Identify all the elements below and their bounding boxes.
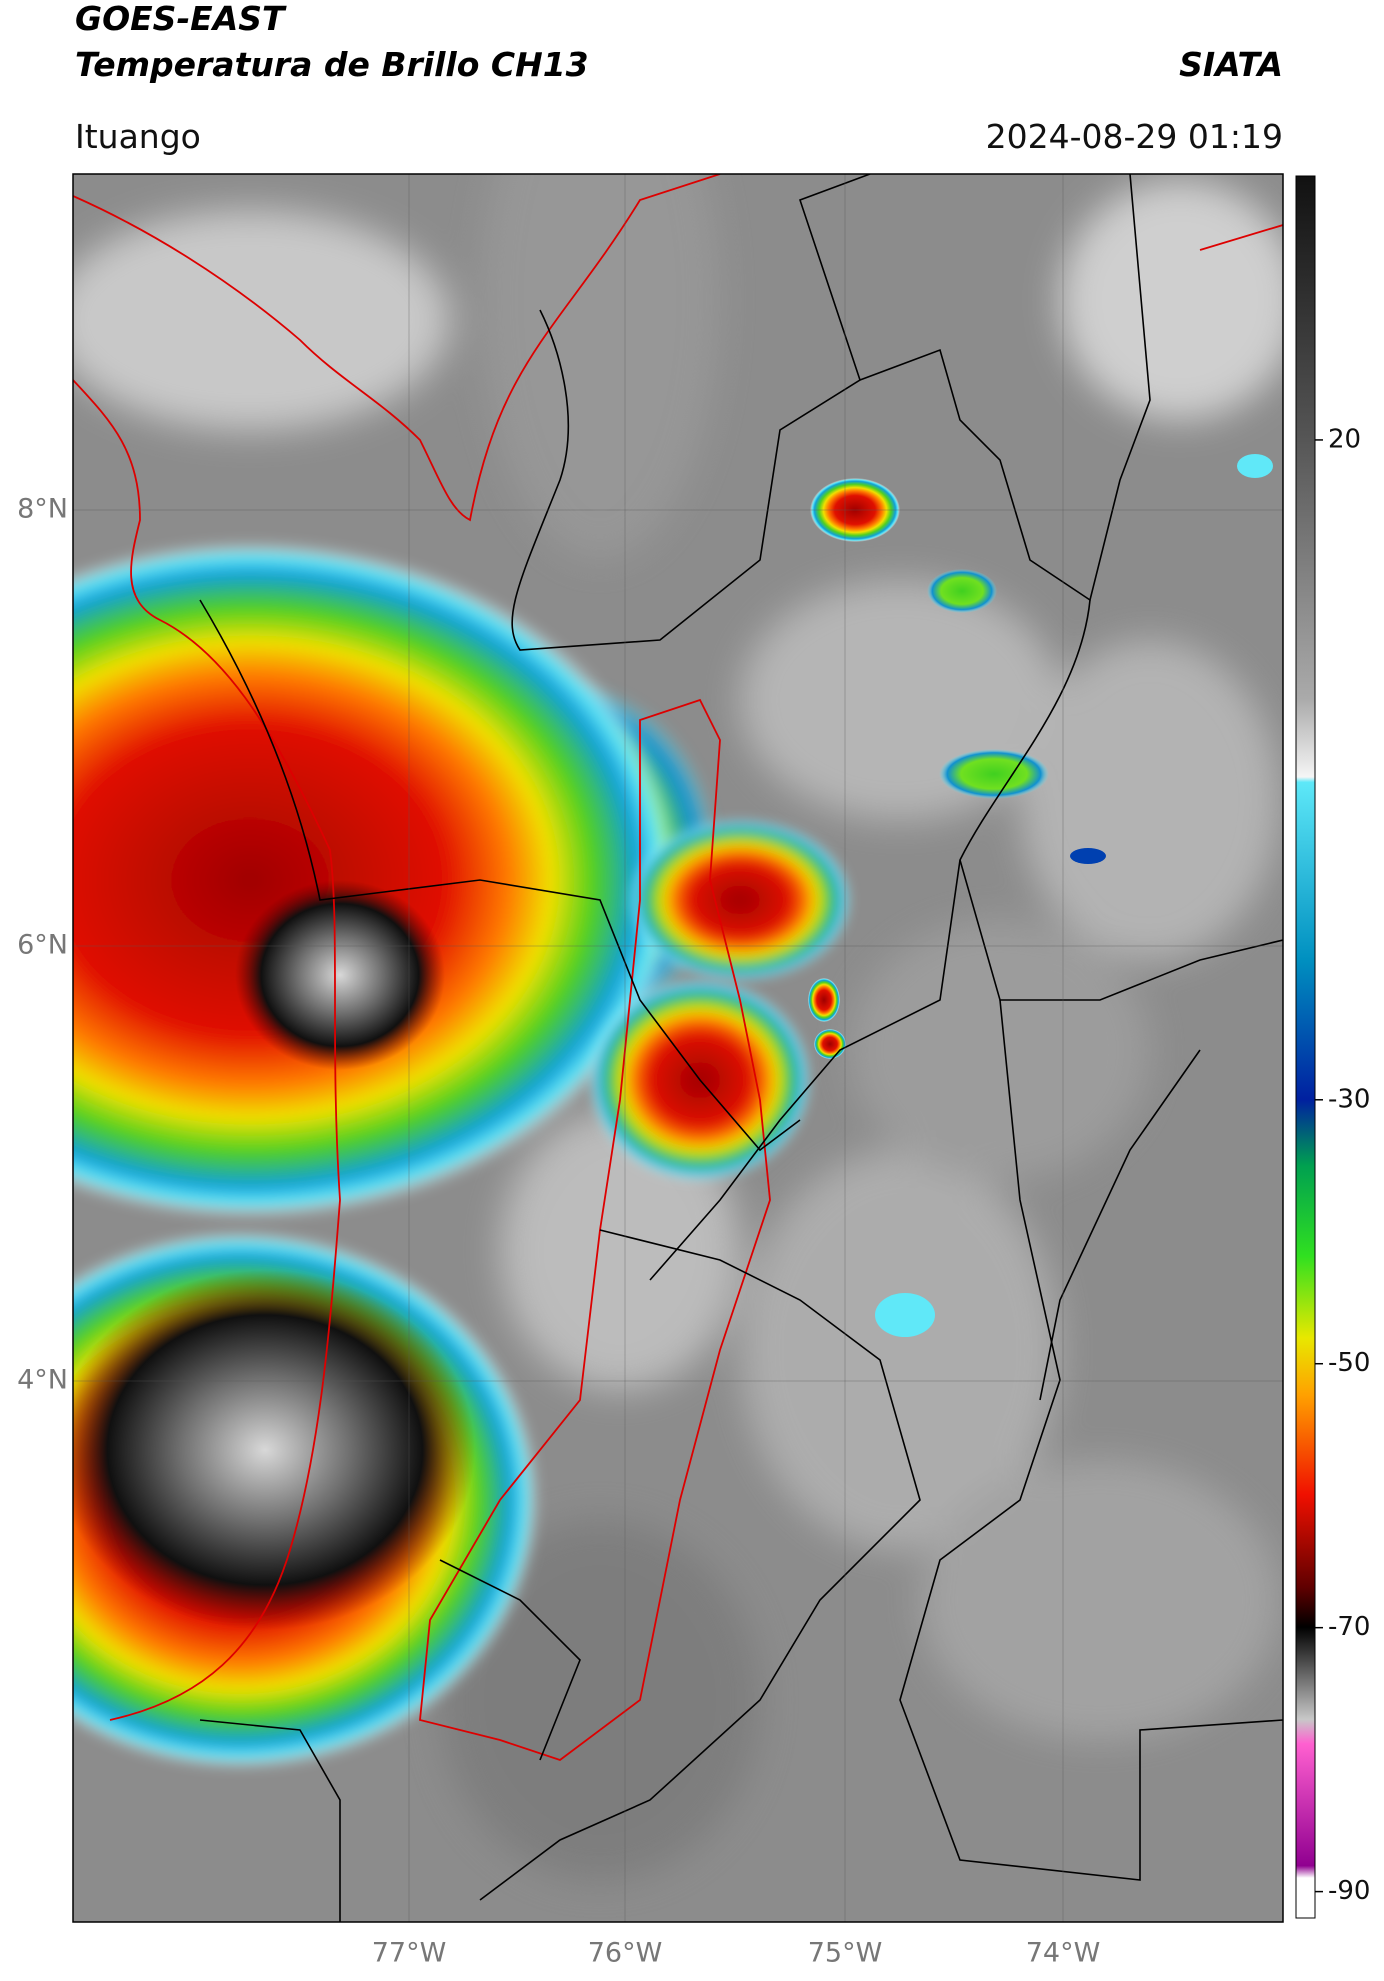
colorbar-tick-label: -30 — [1328, 1084, 1370, 1114]
lat-label: 4°N — [17, 1365, 68, 1396]
map-frame — [72, 173, 1284, 1923]
subtitle: Temperatura de Brillo CH13 — [75, 45, 589, 84]
colorbar-tick-label: -50 — [1328, 1348, 1370, 1378]
brand: SIATA — [1179, 45, 1283, 84]
lon-label: 77°W — [372, 1938, 447, 1969]
colorbar-ticks: 20 -30 -50 -70 -90 — [1315, 424, 1370, 1906]
colorbar-tick-label: -90 — [1328, 1876, 1370, 1906]
colorbar — [1295, 175, 1316, 1919]
title: GOES-EAST — [75, 0, 287, 38]
lon-label: 76°W — [588, 1938, 663, 1969]
satellite-image — [73, 174, 1283, 1922]
lat-label: 8°N — [17, 494, 68, 525]
datetime: 2024-08-29 01:19 — [986, 117, 1283, 156]
colorbar-tick-label: -70 — [1328, 1612, 1370, 1642]
lat-label: 6°N — [17, 930, 68, 961]
lon-label: 75°W — [808, 1938, 883, 1969]
region: Ituango — [75, 117, 201, 156]
colorbar-tick-label: 20 — [1328, 424, 1361, 454]
graticule — [73, 174, 1283, 1922]
lon-label: 74°W — [1026, 1938, 1101, 1969]
